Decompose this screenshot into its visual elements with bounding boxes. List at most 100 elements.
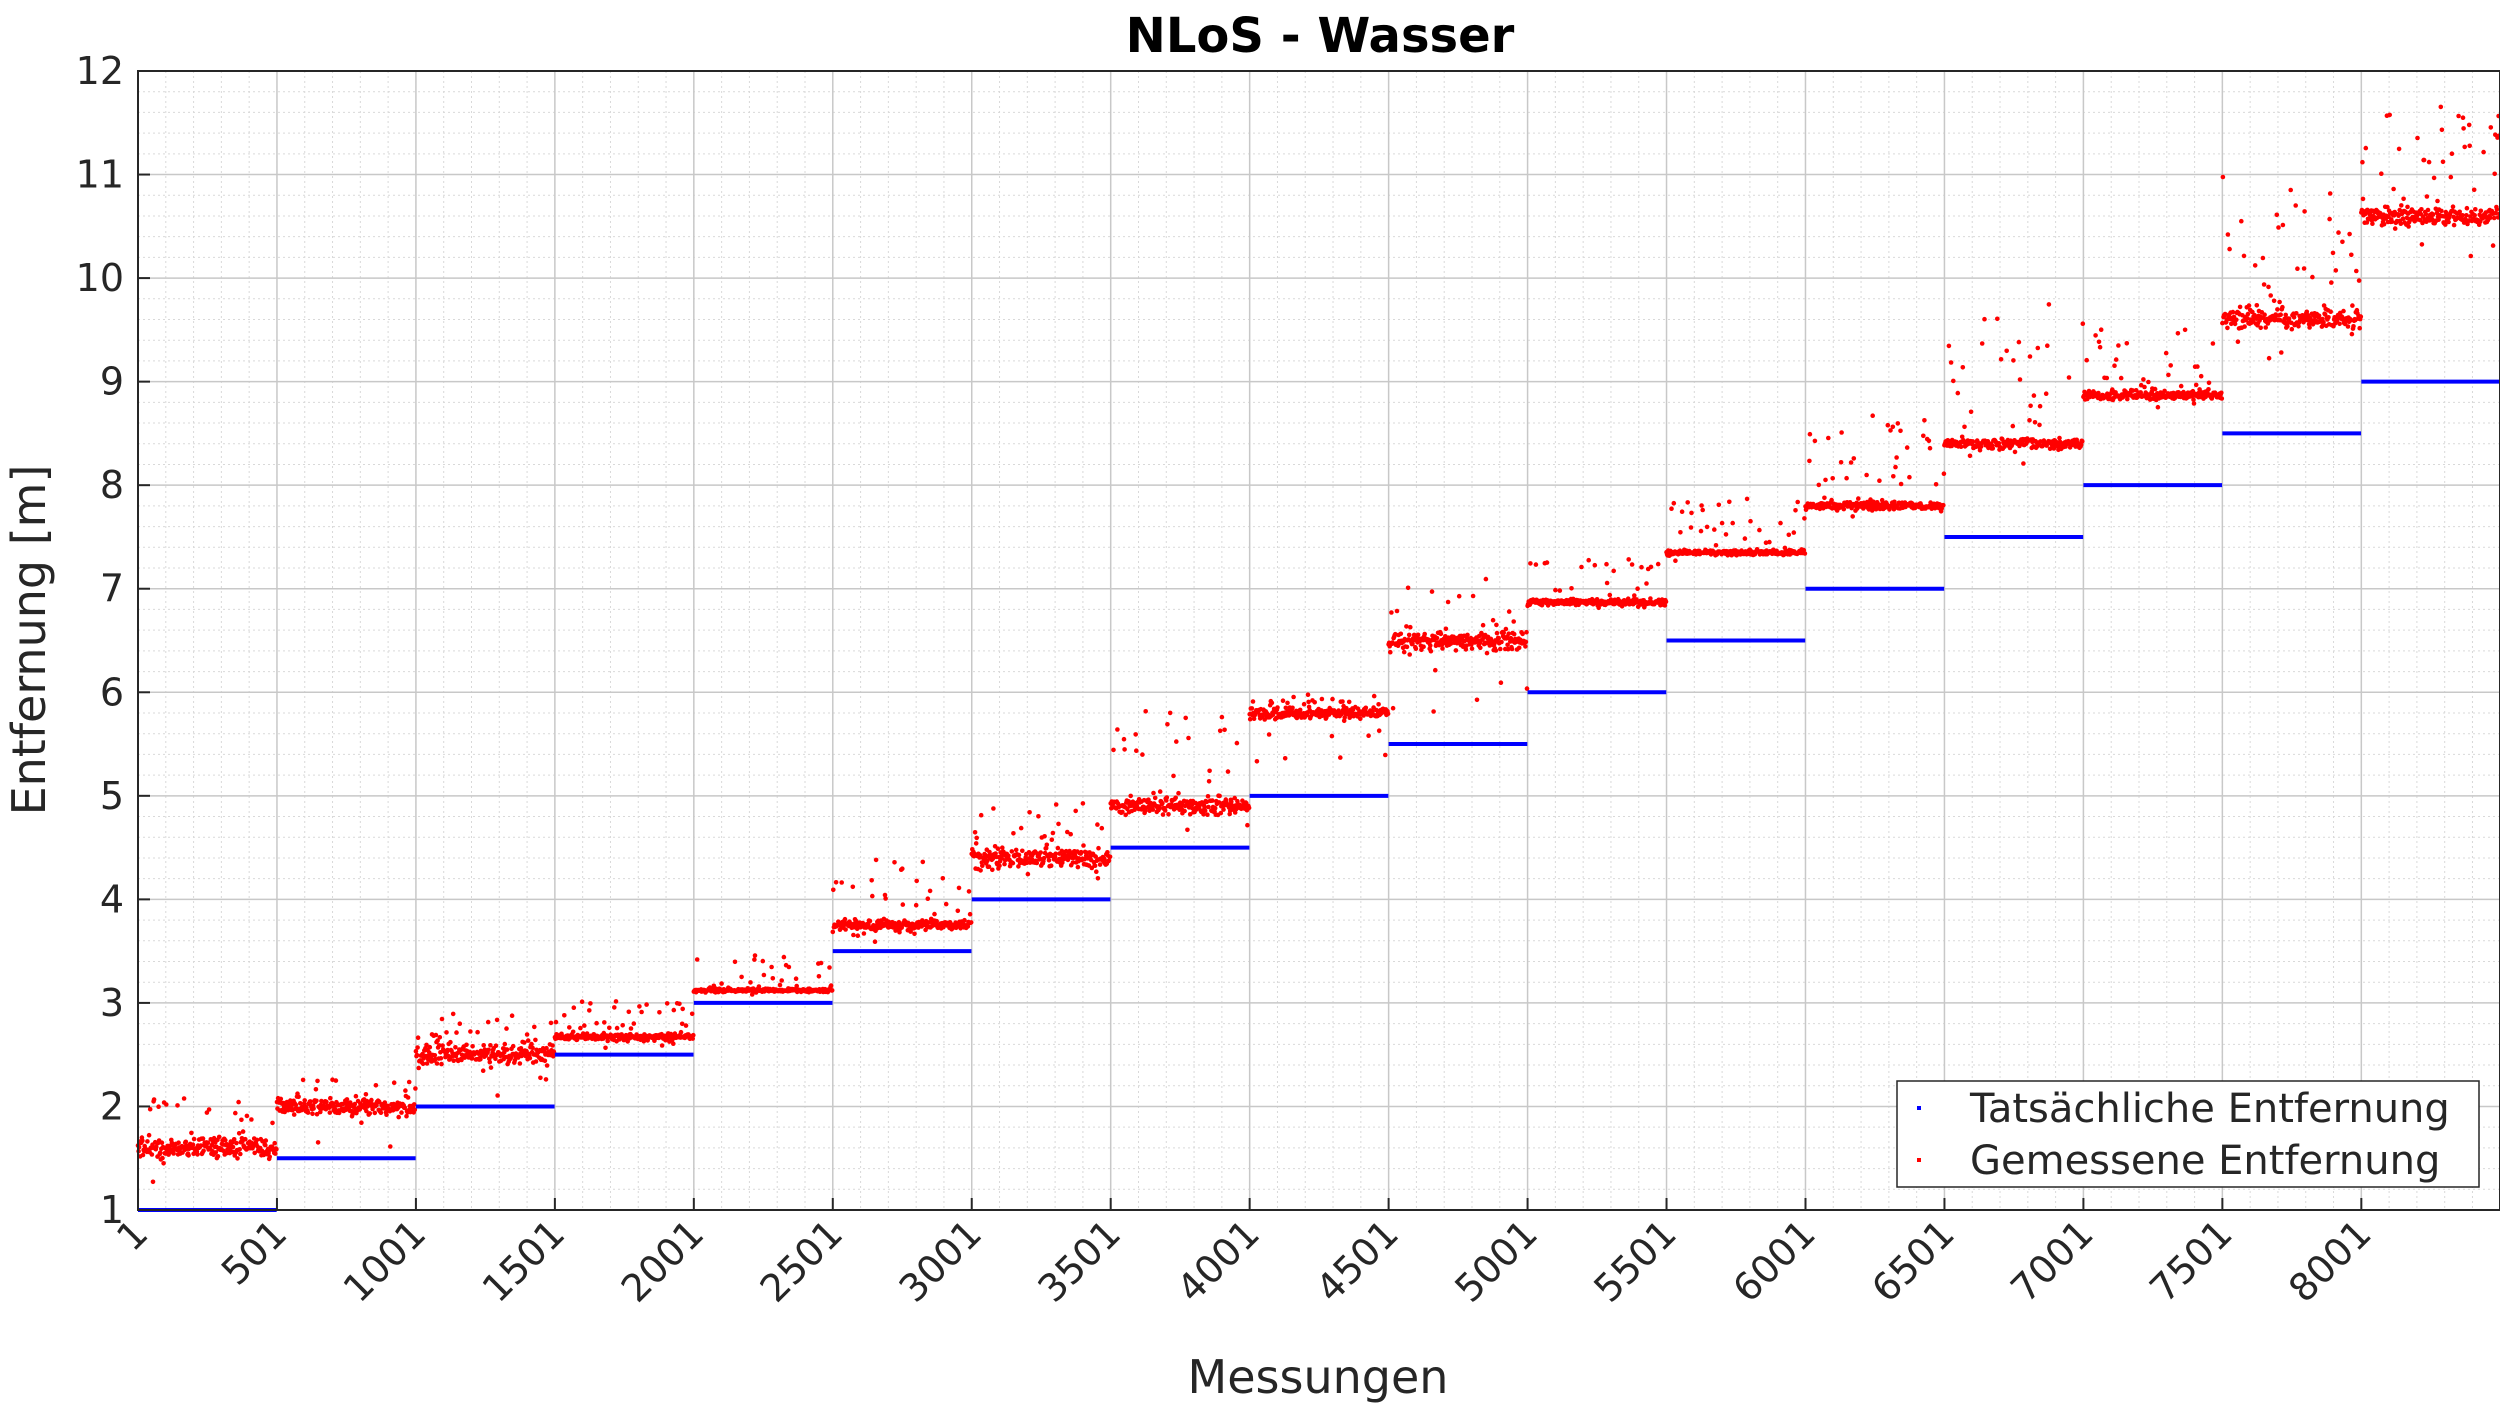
y-tick-label: 6 bbox=[100, 670, 124, 714]
measured-point bbox=[1839, 430, 1844, 435]
measured-point bbox=[1509, 646, 1515, 652]
measured-point bbox=[594, 1020, 599, 1026]
measured-point bbox=[2381, 221, 2387, 227]
measured-point bbox=[1016, 852, 1022, 858]
measured-point bbox=[2028, 403, 2033, 409]
measured-point bbox=[2321, 319, 2326, 325]
measured-point bbox=[760, 958, 766, 964]
measured-point bbox=[1049, 837, 1055, 842]
measured-point bbox=[1162, 808, 1168, 813]
measured-point bbox=[978, 812, 984, 818]
measured-point bbox=[363, 1092, 369, 1097]
measured-point bbox=[485, 1019, 491, 1025]
measured-point bbox=[2451, 222, 2457, 228]
measured-point bbox=[2219, 390, 2224, 396]
measured-point bbox=[2310, 274, 2315, 280]
measured-point bbox=[2360, 159, 2365, 165]
measured-point bbox=[2227, 246, 2232, 252]
measured-point bbox=[2357, 325, 2362, 331]
measured-point bbox=[2175, 331, 2181, 336]
measured-point bbox=[1094, 869, 1099, 874]
measured-point bbox=[1894, 455, 1899, 460]
measured-point bbox=[434, 1061, 440, 1066]
measured-point bbox=[1301, 701, 1307, 707]
measured-point bbox=[1786, 532, 1792, 538]
measured-point bbox=[1340, 699, 1345, 704]
measured-point bbox=[1107, 854, 1113, 860]
measured-point bbox=[1201, 812, 1206, 817]
legend-box bbox=[1896, 1080, 2480, 1188]
measured-point bbox=[405, 1095, 411, 1100]
measured-point bbox=[2182, 327, 2188, 333]
measured-point bbox=[748, 980, 753, 985]
measured-point bbox=[2322, 312, 2328, 317]
measured-point bbox=[867, 918, 873, 924]
measured-point bbox=[333, 1078, 339, 1083]
measured-point bbox=[2467, 143, 2472, 149]
measured-point bbox=[1330, 696, 1335, 702]
measured-point bbox=[502, 1041, 508, 1047]
measured-point bbox=[1383, 752, 1388, 758]
measured-point bbox=[2283, 312, 2288, 318]
measured-point bbox=[1187, 812, 1193, 817]
measured-point bbox=[1885, 422, 1891, 428]
measured-point bbox=[2130, 388, 2136, 393]
measured-point bbox=[1160, 812, 1166, 817]
measured-point bbox=[1655, 561, 1661, 567]
measured-point bbox=[920, 859, 926, 865]
measured-point bbox=[2237, 304, 2243, 310]
measured-point bbox=[2286, 316, 2292, 322]
measured-point bbox=[628, 1026, 634, 1031]
measured-point bbox=[1283, 705, 1289, 711]
measured-point bbox=[2252, 263, 2258, 268]
measured-point bbox=[176, 1140, 181, 1145]
measured-point bbox=[1778, 520, 1783, 526]
measured-point bbox=[873, 857, 879, 863]
measured-point bbox=[752, 953, 758, 958]
measured-point bbox=[1802, 516, 1807, 521]
measured-point bbox=[327, 1110, 333, 1115]
measured-point bbox=[1996, 441, 2002, 446]
measured-point bbox=[1106, 858, 1112, 863]
measured-point bbox=[263, 1138, 269, 1143]
measured-point bbox=[1807, 458, 1812, 464]
measured-point bbox=[2464, 213, 2469, 218]
measured-point bbox=[2027, 418, 2032, 423]
measured-point bbox=[1505, 646, 1511, 652]
measured-point bbox=[2493, 210, 2499, 216]
measured-point bbox=[1234, 740, 1240, 746]
measured-point bbox=[2387, 112, 2392, 118]
measured-point bbox=[2490, 243, 2496, 248]
measured-point bbox=[671, 1041, 676, 1046]
measured-point bbox=[420, 1051, 425, 1057]
measured-point bbox=[314, 1111, 320, 1117]
measured-point bbox=[146, 1132, 152, 1138]
measured-point bbox=[1329, 733, 1335, 739]
measured-point bbox=[578, 1025, 583, 1031]
measured-point bbox=[2295, 266, 2300, 272]
measured-point bbox=[671, 1007, 677, 1013]
measured-point bbox=[2449, 151, 2455, 156]
measured-point bbox=[828, 983, 834, 988]
measured-point bbox=[233, 1110, 238, 1116]
measured-point bbox=[532, 1024, 537, 1030]
measured-point bbox=[494, 1017, 500, 1023]
measured-point bbox=[1165, 722, 1170, 727]
measured-point bbox=[1232, 810, 1238, 815]
measured-point bbox=[156, 1104, 161, 1109]
measured-point bbox=[1822, 495, 1827, 501]
measured-point bbox=[1036, 814, 1041, 819]
measured-point bbox=[439, 1061, 444, 1067]
measured-point bbox=[2316, 313, 2322, 319]
measured-point bbox=[2280, 222, 2286, 228]
measured-point bbox=[2261, 282, 2267, 287]
measured-point bbox=[1933, 482, 1939, 487]
measured-point bbox=[973, 841, 979, 846]
measured-point bbox=[631, 1021, 637, 1026]
measured-point bbox=[439, 1016, 445, 1022]
measured-point bbox=[1269, 700, 1275, 706]
measured-point bbox=[883, 896, 888, 901]
measured-point bbox=[1150, 807, 1156, 812]
measured-point bbox=[315, 1140, 321, 1145]
measured-point bbox=[1494, 622, 1499, 628]
